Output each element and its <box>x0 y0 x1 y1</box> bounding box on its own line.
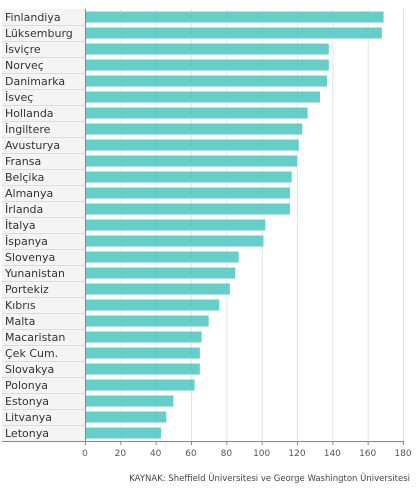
x-tick-label: 60 <box>185 449 197 459</box>
source-caption: KAYNAK: Sheffield Üniversitesi ve George… <box>129 473 410 484</box>
axes <box>2 9 404 445</box>
bar <box>86 219 266 231</box>
bar <box>86 395 174 407</box>
category-label: İsveç <box>5 91 33 104</box>
bar <box>86 299 220 311</box>
bar <box>86 427 161 439</box>
x-tick-label: 0 <box>82 449 88 459</box>
category-label: İspanya <box>5 235 48 248</box>
category-labels: Finlandiya Lüksemburg İsviçre Norveç Danimar… <box>4 11 73 440</box>
x-tick-label: 180 <box>394 449 411 459</box>
category-label: Fransa <box>5 155 41 168</box>
category-label: Finlandiya <box>5 11 61 24</box>
x-tick-labels: 0 20 40 60 80 100 120 140 160 180 <box>82 449 412 459</box>
bar <box>86 91 320 103</box>
bar <box>86 187 290 199</box>
bar <box>86 171 292 183</box>
bar <box>86 411 167 423</box>
bar <box>86 315 209 327</box>
category-label: Portekiz <box>5 283 49 296</box>
category-label: Macaristan <box>5 331 65 344</box>
category-label: Slovakya <box>5 363 54 376</box>
bar <box>86 123 303 135</box>
category-label: Danimarka <box>5 75 65 88</box>
bar <box>86 75 328 87</box>
category-label: Letonya <box>5 427 49 440</box>
category-label: Hollanda <box>5 107 54 120</box>
x-tick-label: 120 <box>288 449 305 459</box>
bar <box>86 283 230 295</box>
bar <box>86 379 195 391</box>
category-label: Malta <box>5 315 35 328</box>
bar <box>86 27 382 39</box>
category-label: Polonya <box>5 379 48 392</box>
bar <box>86 155 297 167</box>
bar <box>86 347 200 359</box>
bars <box>86 11 384 439</box>
category-label: Norveç <box>5 59 44 72</box>
bar <box>86 59 329 71</box>
category-label: Kıbrıs <box>5 299 36 312</box>
label-band-bg <box>2 9 85 441</box>
x-tick-label: 160 <box>359 449 376 459</box>
bar <box>86 43 329 55</box>
x-tick-label: 80 <box>221 449 233 459</box>
bar <box>86 107 308 119</box>
category-label: Litvanya <box>5 411 52 424</box>
category-label: Çek Cum. <box>5 347 58 360</box>
bar <box>86 11 384 23</box>
category-label: İngiltere <box>5 123 51 136</box>
x-tick-label: 100 <box>253 449 270 459</box>
category-label: İrlanda <box>5 203 43 216</box>
category-label: Estonya <box>5 395 49 408</box>
category-label: Yunanistan <box>4 267 65 280</box>
x-tick-label: 140 <box>324 449 341 459</box>
x-tick-label: 20 <box>115 449 127 459</box>
category-label-band <box>2 9 85 441</box>
category-label: İsviçre <box>5 43 41 56</box>
bar <box>86 331 202 343</box>
category-label: Slovenya <box>5 251 55 264</box>
bar <box>86 251 239 263</box>
category-label: Avusturya <box>5 139 60 152</box>
bar <box>86 139 299 151</box>
x-tick-label: 40 <box>150 449 162 459</box>
bar <box>86 267 236 279</box>
bar <box>86 363 200 375</box>
category-label: İtalya <box>5 219 36 232</box>
category-label: Almanya <box>5 187 53 200</box>
category-label: Lüksemburg <box>5 27 73 40</box>
bar <box>86 235 264 247</box>
bar <box>86 203 290 215</box>
category-label: Belçika <box>5 171 44 184</box>
